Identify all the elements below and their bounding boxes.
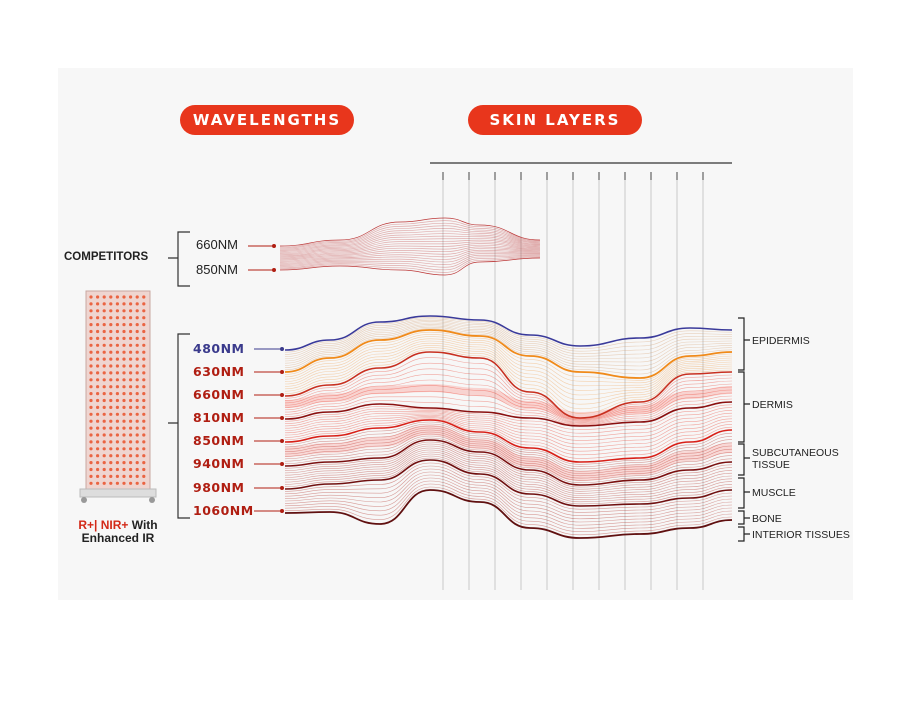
wavelength-label-660nm: 660NM xyxy=(193,387,245,402)
caption-red-part: R+| NIR+ xyxy=(78,518,129,532)
wavelength-label-940nm: 940NM xyxy=(193,456,245,471)
product-brace xyxy=(168,333,190,519)
caption-rest: With xyxy=(128,518,158,532)
layer-brackets xyxy=(738,317,750,542)
wave-band-980nm xyxy=(284,459,733,507)
layer-bone: BONE xyxy=(752,513,782,525)
wave-band-850nm xyxy=(284,419,733,463)
device-caption: R+| NIR+ With Enhanced IR xyxy=(62,519,174,545)
layer-epidermis: EPIDERMIS xyxy=(752,335,810,347)
wavelengths-header: WAVELENGTHS xyxy=(180,105,354,135)
red-light-panel-device xyxy=(79,290,157,503)
layer-muscle: MUSCLE xyxy=(752,487,796,499)
wavelength-label-980nm: 980NM xyxy=(193,480,245,495)
skin-layers-header: SKIN LAYERS xyxy=(468,105,642,135)
wave-band-940nm xyxy=(284,439,733,486)
wave-band-810nm xyxy=(284,401,733,427)
wavelength-pointers xyxy=(248,244,284,513)
depth-gridlines xyxy=(442,172,704,590)
wave-band-1060nm xyxy=(284,489,733,539)
wavelength-label-480nm: 480NM xyxy=(193,341,245,356)
competitor-wavelength-660: 660NM xyxy=(196,237,238,252)
layer-dermis: DERMIS xyxy=(752,399,793,411)
competitors-label: COMPETITORS xyxy=(64,251,149,263)
wavelength-label-850nm: 850NM xyxy=(193,433,245,448)
wave-band-660nm xyxy=(284,351,733,419)
wave-band-630nm xyxy=(284,329,733,379)
layer-subcutaneous-tissue: SUBCUTANEOUS TISSUE xyxy=(752,447,839,471)
wavelength-label-630nm: 630NM xyxy=(193,364,245,379)
wavelength-label-1060nm: 1060NM xyxy=(193,503,254,518)
caption-line2: Enhanced IR xyxy=(81,531,155,545)
competitor-brace xyxy=(168,231,190,287)
wave-band-480nm xyxy=(284,315,733,351)
competitor-waves xyxy=(279,217,541,276)
layer-interior-tissues: INTERIOR TISSUES xyxy=(752,529,850,541)
wavelength-label-810nm: 810NM xyxy=(193,410,245,425)
product-waves xyxy=(284,315,733,539)
competitor-wavelength-850: 850NM xyxy=(196,262,238,277)
